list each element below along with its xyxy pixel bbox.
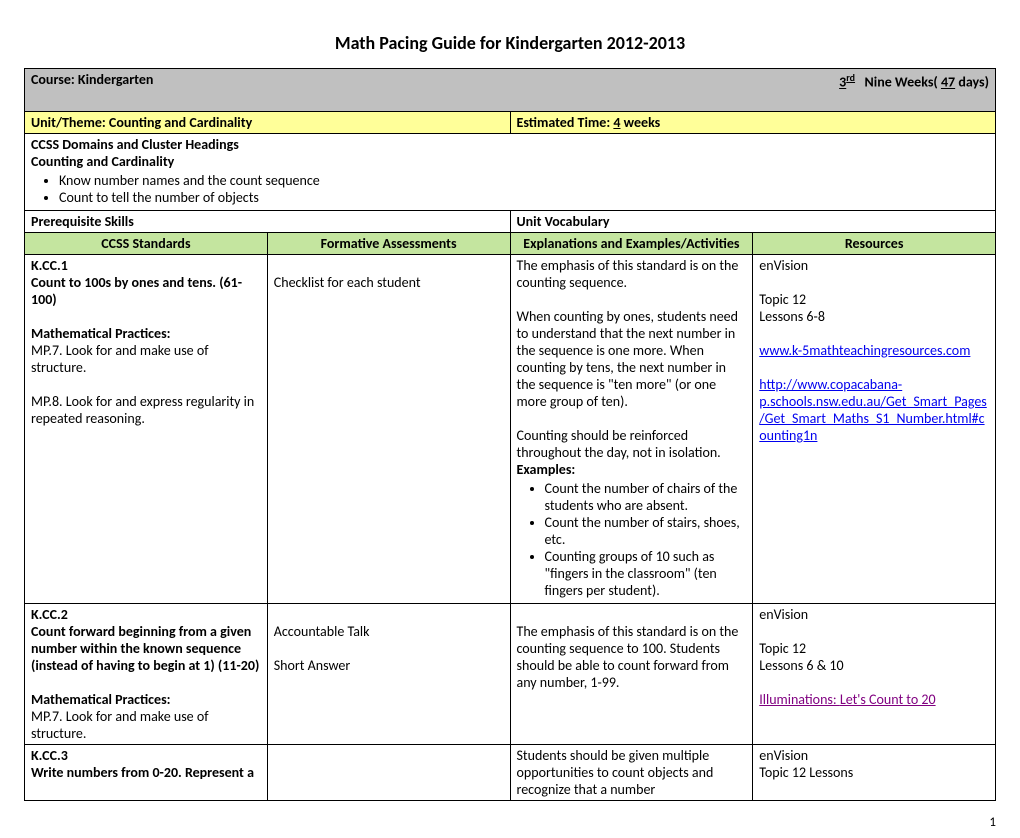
estimated-time-unit: weeks (624, 114, 661, 131)
resources-cell: enVision Topic 12 Lessons (753, 744, 996, 800)
course-header-cell: Course: Kindergarten 3rd Nine Weeks( 47 … (25, 69, 996, 112)
standard-code: K.CC.3 (31, 747, 261, 764)
explanation-cell: The emphasis of this standard is on the … (510, 603, 753, 744)
list-item: Count the number of chairs of the studen… (545, 480, 747, 514)
standard-code: K.CC.2 (31, 606, 261, 623)
days-suffix: days) (958, 74, 989, 91)
standard-desc: Write numbers from 0-20. Represent a (31, 764, 261, 781)
explanation-text: The emphasis of this standard is on the … (517, 623, 747, 691)
examples-label: Examples: (517, 461, 747, 478)
resource-text: enVision (759, 747, 989, 764)
explanation-text: Students should be given multiple opport… (517, 747, 747, 798)
assessment-text: Short Answer (274, 657, 504, 674)
page-number: 1 (24, 815, 996, 830)
assessment-cell: Accountable Talk Short Answer (267, 603, 510, 744)
mp-heading: Mathematical Practices: (31, 325, 261, 342)
standard-cell: K.CC.1 Count to 100s by ones and tens. (… (25, 254, 268, 603)
course-label: Course: Kindergarten (31, 71, 153, 88)
domains-subheading: Counting and Cardinality (31, 153, 989, 170)
standard-cell: K.CC.2 Count forward beginning from a gi… (25, 603, 268, 744)
explanation-cell: The emphasis of this standard is on the … (510, 254, 753, 603)
resource-link-text: Illuminations: (759, 691, 840, 708)
assessment-text: Accountable Talk (274, 623, 504, 640)
resource-text: Topic 12 (759, 291, 989, 308)
assessment-text: Checklist for each student (274, 274, 504, 291)
assessment-cell: Checklist for each student (267, 254, 510, 603)
col-header-explanations: Explanations and Examples/Activities (510, 232, 753, 254)
resource-text: Lessons 6 & 10 (759, 657, 989, 674)
pacing-guide-table: Course: Kindergarten 3rd Nine Weeks( 47 … (24, 68, 996, 801)
resource-text: enVision (759, 257, 989, 274)
resource-link[interactable]: http://www.copacabana-p.schools.nsw.edu.… (759, 376, 987, 444)
mp-item: MP.7. Look for and make use of structure… (31, 342, 261, 376)
explanation-cell: Students should be given multiple opport… (510, 744, 753, 800)
resource-text: Lessons 6-8 (759, 308, 989, 325)
resource-text: Topic 12 Lessons (759, 764, 989, 781)
col-header-assessments: Formative Assessments (267, 232, 510, 254)
standard-desc: Count forward beginning from a given num… (31, 623, 261, 674)
list-item: Know number names and the count sequence (59, 172, 989, 189)
resource-link[interactable]: www.k-5mathteachingresources.com (759, 342, 970, 359)
vocab-cell: Unit Vocabulary (510, 210, 996, 232)
prereq-cell: Prerequisite Skills (25, 210, 511, 232)
resource-text: enVision (759, 606, 989, 623)
days-count: 47 (941, 74, 955, 91)
estimated-time-value: 4 (613, 114, 620, 131)
explanation-text: Counting should be reinforced throughout… (517, 427, 747, 461)
mp-heading: Mathematical Practices: (31, 691, 261, 708)
examples-list: Count the number of chairs of the studen… (545, 480, 747, 599)
resource-text: Topic 12 (759, 640, 989, 657)
unit-theme-cell: Unit/Theme: Counting and Cardinality (25, 111, 511, 133)
resource-link-text: Let's Count to 20 (840, 691, 936, 708)
domains-heading: CCSS Domains and Cluster Headings (31, 136, 989, 153)
estimated-time-label: Estimated Time: (517, 114, 611, 131)
resources-cell: enVision Topic 12 Lessons 6-8 www.k-5mat… (753, 254, 996, 603)
estimated-time-cell: Estimated Time: 4 weeks (510, 111, 996, 133)
list-item: Counting groups of 10 such as "fingers i… (545, 548, 747, 599)
list-item: Count the number of stairs, shoes, etc. (545, 514, 747, 548)
page-title: Math Pacing Guide for Kindergarten 2012-… (24, 32, 996, 54)
assessment-cell (267, 744, 510, 800)
standard-desc: Count to 100s by ones and tens. (61-100) (31, 274, 261, 308)
explanation-text: The emphasis of this standard is on the … (517, 257, 747, 291)
unit-theme-label: Unit/Theme: Counting and Cardinality (31, 114, 252, 131)
mp-item: MP.7. Look for and make use of structure… (31, 708, 261, 742)
explanation-text: When counting by ones, students need to … (517, 308, 747, 410)
domains-bullet-list: Know number names and the count sequence… (59, 172, 989, 206)
col-header-resources: Resources (753, 232, 996, 254)
standard-cell: K.CC.3 Write numbers from 0-20. Represen… (25, 744, 268, 800)
standard-code: K.CC.1 (31, 257, 261, 274)
resource-link[interactable]: Illuminations: Let's Count to 20 (759, 691, 935, 708)
course-weeks: 3rd Nine Weeks( 47 days) (839, 71, 989, 91)
weeks-ordinal-suffix: rd (846, 71, 855, 84)
resources-cell: enVision Topic 12 Lessons 6 & 10 Illumin… (753, 603, 996, 744)
domains-cell: CCSS Domains and Cluster Headings Counti… (25, 133, 996, 210)
mp-item: MP.8. Look for and express regularity in… (31, 393, 261, 427)
list-item: Count to tell the number of objects (59, 189, 989, 206)
weeks-label: Nine Weeks( (865, 74, 938, 91)
col-header-standards: CCSS Standards (25, 232, 268, 254)
